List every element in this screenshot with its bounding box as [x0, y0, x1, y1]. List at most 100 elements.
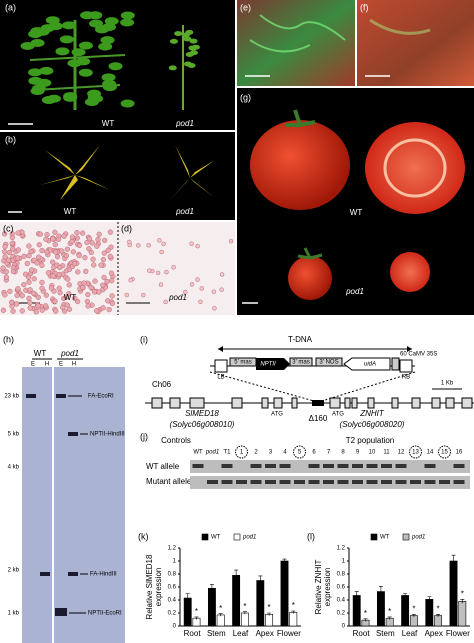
cell [80, 230, 86, 236]
cell [171, 265, 176, 270]
cell [92, 278, 98, 284]
cell [100, 256, 106, 263]
exon [351, 397, 358, 409]
gel-genotype: pod1 [60, 349, 79, 358]
cell [10, 268, 17, 275]
x-tick-label: Stem [207, 629, 226, 638]
leaf [100, 36, 115, 45]
exon [329, 397, 341, 409]
gel-size: 23 kb [4, 394, 19, 400]
cell [163, 299, 168, 305]
cell [98, 262, 104, 268]
cell [57, 264, 63, 271]
cell [45, 270, 52, 276]
cell [95, 236, 101, 243]
y-tick-label: 0.4 [168, 598, 177, 604]
y-axis-label: Relative ZNHIT [314, 560, 323, 615]
cell [1, 249, 8, 255]
band [395, 480, 407, 484]
cell [9, 240, 15, 247]
photo-label: WT [350, 208, 363, 217]
error-bar [451, 554, 456, 567]
panel-label: (e) [240, 2, 251, 12]
cell [100, 282, 106, 288]
cell [34, 260, 40, 266]
lane-label: 2 [254, 450, 258, 456]
gel-enzyme: H [72, 362, 76, 368]
chromosome-label: Ch06 [152, 380, 172, 389]
band [207, 480, 218, 484]
cell [14, 292, 20, 299]
x-tick-label: Apex [256, 629, 274, 638]
cell [65, 276, 71, 282]
cell [6, 249, 13, 256]
y-tick-label: 1 [173, 559, 177, 565]
leaf [78, 41, 93, 50]
deletion-label: Δ160 [309, 414, 328, 423]
cell [66, 306, 73, 312]
lane-circle [293, 445, 306, 459]
cell [43, 236, 49, 242]
exon [344, 397, 351, 409]
error-bar [363, 618, 368, 622]
element [343, 357, 391, 371]
leaf [71, 48, 86, 57]
bar [425, 599, 434, 627]
x-tick-label: Flower [277, 629, 301, 638]
cell [44, 249, 50, 255]
cell [219, 272, 225, 277]
y-axis-label: expression [323, 568, 332, 607]
bar [232, 574, 241, 627]
cell [85, 291, 91, 298]
gel-enzyme: H [45, 362, 49, 368]
cell [66, 266, 72, 273]
gel-size: 5 kb [8, 432, 20, 438]
photo-label: pod1 [168, 293, 187, 302]
error-bar [209, 584, 214, 593]
exon [445, 397, 455, 409]
cell [36, 242, 42, 248]
leaf [181, 32, 190, 38]
cell [107, 229, 113, 235]
cell [74, 230, 80, 236]
exon [273, 397, 283, 409]
gel [22, 367, 125, 643]
chart-title: (k) [138, 531, 149, 541]
lane-label: WT [193, 450, 203, 456]
cell [107, 253, 113, 259]
cell [21, 282, 27, 288]
x-tick-label: Stem [376, 629, 395, 638]
cell [189, 241, 194, 246]
gel-band-label: NPTII-EcoRI [88, 611, 122, 617]
cell [10, 246, 16, 252]
element-label: 5' mas [234, 360, 251, 366]
cell [101, 250, 107, 256]
cell [26, 243, 32, 249]
cell [35, 303, 41, 309]
cell [7, 288, 13, 294]
cell [155, 270, 161, 276]
cell [43, 292, 49, 298]
cell [2, 292, 8, 298]
gel-enzyme: E [59, 362, 63, 368]
cell [101, 274, 107, 281]
band [337, 480, 349, 484]
gel-enzyme: E [31, 362, 35, 368]
band [323, 480, 334, 484]
photo-label: pod1 [175, 119, 194, 128]
cell [198, 299, 203, 304]
rb-box [399, 359, 413, 373]
photo-content [0, 11, 465, 315]
significance-marker: * [292, 601, 295, 610]
cell [57, 290, 63, 296]
legend-swatch [370, 533, 378, 541]
error-bar [185, 593, 190, 603]
element [391, 357, 400, 371]
leaf [35, 27, 50, 36]
cell [35, 294, 41, 300]
cell [70, 249, 76, 255]
leaf [189, 38, 198, 44]
cell [54, 254, 61, 260]
exon [411, 397, 421, 409]
cell [30, 290, 37, 296]
